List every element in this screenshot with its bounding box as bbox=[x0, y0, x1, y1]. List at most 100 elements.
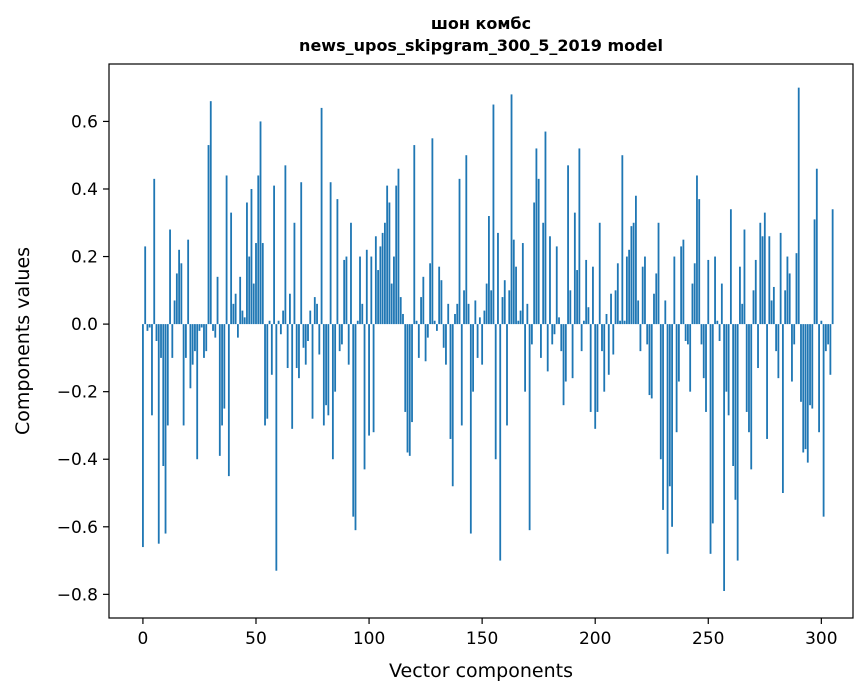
bar bbox=[628, 249, 631, 325]
bar bbox=[657, 222, 660, 325]
bar bbox=[655, 273, 658, 325]
bar bbox=[372, 324, 375, 433]
bar bbox=[571, 324, 574, 379]
bar bbox=[304, 324, 307, 365]
x-tick-label: 100 bbox=[353, 629, 385, 649]
bar bbox=[614, 290, 617, 325]
bar bbox=[766, 324, 768, 439]
bar bbox=[569, 290, 572, 325]
bar bbox=[533, 202, 536, 325]
bar bbox=[173, 300, 176, 325]
bar bbox=[286, 324, 289, 369]
bar bbox=[777, 324, 780, 379]
bar bbox=[546, 324, 549, 372]
bar bbox=[499, 324, 502, 561]
bar bbox=[474, 300, 477, 325]
bar bbox=[248, 256, 251, 325]
bar bbox=[397, 168, 400, 325]
bar bbox=[517, 320, 520, 325]
bar bbox=[754, 259, 757, 325]
bar bbox=[582, 320, 585, 325]
bar bbox=[386, 185, 389, 325]
x-tick-label: 250 bbox=[692, 629, 724, 649]
bar bbox=[673, 256, 676, 325]
bar bbox=[506, 324, 508, 426]
bar bbox=[806, 324, 809, 463]
bar bbox=[447, 303, 450, 325]
bar bbox=[603, 324, 606, 392]
plot-frame bbox=[108, 63, 854, 619]
bar bbox=[809, 324, 811, 406]
bar bbox=[411, 324, 413, 423]
y-tick-label: −0.6 bbox=[57, 518, 98, 538]
bar bbox=[750, 324, 753, 470]
bar bbox=[356, 320, 359, 325]
bar bbox=[307, 324, 309, 341]
bar bbox=[677, 324, 680, 382]
bar bbox=[748, 324, 750, 433]
bar bbox=[635, 195, 637, 325]
bar bbox=[334, 324, 337, 392]
bar bbox=[818, 324, 820, 433]
bar bbox=[594, 324, 597, 429]
bar bbox=[250, 188, 253, 325]
bar bbox=[562, 324, 565, 406]
bar bbox=[675, 324, 678, 433]
bar bbox=[644, 256, 646, 325]
bar bbox=[827, 324, 830, 345]
bar bbox=[492, 104, 495, 325]
bar bbox=[580, 324, 583, 352]
bar bbox=[284, 165, 287, 325]
bar bbox=[295, 324, 298, 369]
bar bbox=[481, 324, 484, 365]
bar bbox=[687, 324, 689, 345]
bar bbox=[524, 324, 526, 392]
bar bbox=[151, 324, 153, 416]
bar bbox=[426, 324, 429, 338]
bar bbox=[759, 222, 762, 325]
y-tick-label: 0.2 bbox=[71, 248, 98, 268]
bar bbox=[395, 185, 398, 325]
bar bbox=[637, 300, 640, 325]
bar bbox=[153, 178, 156, 325]
bar bbox=[454, 313, 456, 325]
bar bbox=[802, 324, 805, 453]
bar bbox=[350, 222, 352, 325]
bar bbox=[831, 209, 834, 325]
bar bbox=[544, 131, 547, 325]
bar bbox=[279, 324, 282, 335]
bar bbox=[316, 303, 318, 325]
bar bbox=[406, 324, 409, 453]
bar bbox=[216, 276, 219, 325]
y-tick-label: 0.0 bbox=[71, 315, 98, 335]
bar bbox=[408, 324, 411, 456]
bar bbox=[791, 324, 793, 382]
bar bbox=[275, 324, 278, 571]
bar bbox=[223, 324, 226, 409]
bar bbox=[560, 324, 563, 352]
bar bbox=[370, 256, 373, 325]
bar bbox=[641, 266, 644, 325]
bar bbox=[662, 324, 664, 510]
bar bbox=[166, 324, 169, 426]
bar bbox=[146, 324, 149, 331]
bar bbox=[171, 324, 174, 358]
x-tick-label: 50 bbox=[245, 629, 267, 649]
bar bbox=[246, 202, 248, 325]
bar bbox=[209, 101, 212, 325]
bar bbox=[537, 178, 540, 325]
bar bbox=[668, 324, 671, 487]
bar bbox=[445, 324, 447, 365]
bar bbox=[528, 324, 531, 531]
bar bbox=[820, 320, 823, 325]
bar bbox=[449, 324, 452, 439]
bar bbox=[553, 324, 556, 335]
y-tick-label: −0.4 bbox=[57, 450, 98, 470]
chart-title: шон комбс bbox=[431, 14, 531, 33]
bar bbox=[289, 293, 291, 325]
bar bbox=[354, 324, 357, 531]
y-tick-label: −0.8 bbox=[57, 585, 98, 605]
bar bbox=[456, 303, 459, 325]
bar bbox=[666, 324, 669, 554]
bar bbox=[573, 212, 576, 325]
